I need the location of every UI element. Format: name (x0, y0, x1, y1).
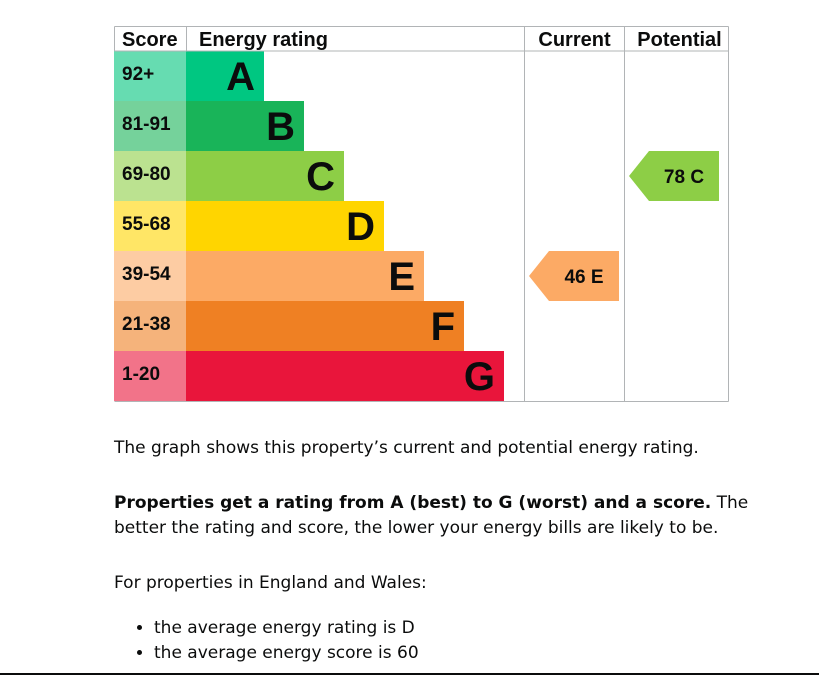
score-range-b: 81-91 (122, 114, 171, 135)
band-letter-c: C (306, 155, 335, 199)
score-range-c: 69-80 (122, 164, 171, 185)
list-item: the average energy score is 60 (154, 641, 754, 666)
list-item: the average energy rating is D (154, 616, 754, 641)
band-bar-c (186, 151, 344, 201)
header-current: Current (538, 29, 611, 51)
chart-description: The graph shows this property’s current … (114, 436, 754, 666)
rating-explanation-bold: Properties get a rating from A (best) to… (114, 493, 712, 513)
band-bar-g (186, 351, 504, 401)
averages-list: the average energy rating is D the avera… (114, 616, 754, 666)
potential-rating-label: 78 C (664, 167, 704, 188)
header-potential: Potential (637, 29, 721, 51)
epc-rating-chart: 92+ A 81-91 B 69-80 C 55-68 D 39-54 E 21-38 F 1-20 G 4… (114, 26, 729, 402)
band-letter-f: F (431, 305, 455, 349)
header-energy-rating: Energy rating (199, 29, 328, 51)
score-range-g: 1-20 (122, 364, 160, 385)
score-cell-g (114, 351, 186, 401)
score-range-f: 21-38 (122, 314, 171, 335)
band-bar-b (186, 101, 304, 151)
region-intro: For properties in England and Wales: (114, 573, 427, 593)
current-rating-arrow (529, 251, 619, 301)
band-bar-a (186, 51, 264, 101)
band-bar-f (186, 301, 464, 351)
band-letter-d: D (346, 205, 375, 249)
score-cell-b (114, 101, 186, 151)
rating-explanation: Properties get a rating from A (best) to… (114, 491, 754, 541)
band-letter-b: B (266, 105, 295, 149)
band-bar-d (186, 201, 384, 251)
score-cell-c (114, 151, 186, 201)
score-cell-f (114, 301, 186, 351)
band-letter-e: E (388, 255, 415, 299)
potential-rating-arrow (629, 151, 719, 201)
score-range-d: 55-68 (122, 214, 171, 235)
band-bar-e (186, 251, 424, 301)
score-range-e: 39-54 (122, 264, 171, 285)
rating-explanation-rest: The better the rating and score, the low… (114, 493, 749, 538)
band-letter-g: G (464, 355, 495, 399)
band-letter-a: A (226, 55, 255, 99)
chart-grid (114, 26, 729, 402)
score-cell-a (114, 51, 186, 101)
score-range-a: 92+ (122, 64, 154, 85)
graph-description: The graph shows this property’s current … (114, 438, 699, 458)
score-cell-d (114, 201, 186, 251)
header-score: Score (122, 29, 178, 51)
page-divider (0, 673, 819, 675)
current-rating-label: 46 E (564, 267, 603, 288)
score-cell-e (114, 251, 186, 301)
